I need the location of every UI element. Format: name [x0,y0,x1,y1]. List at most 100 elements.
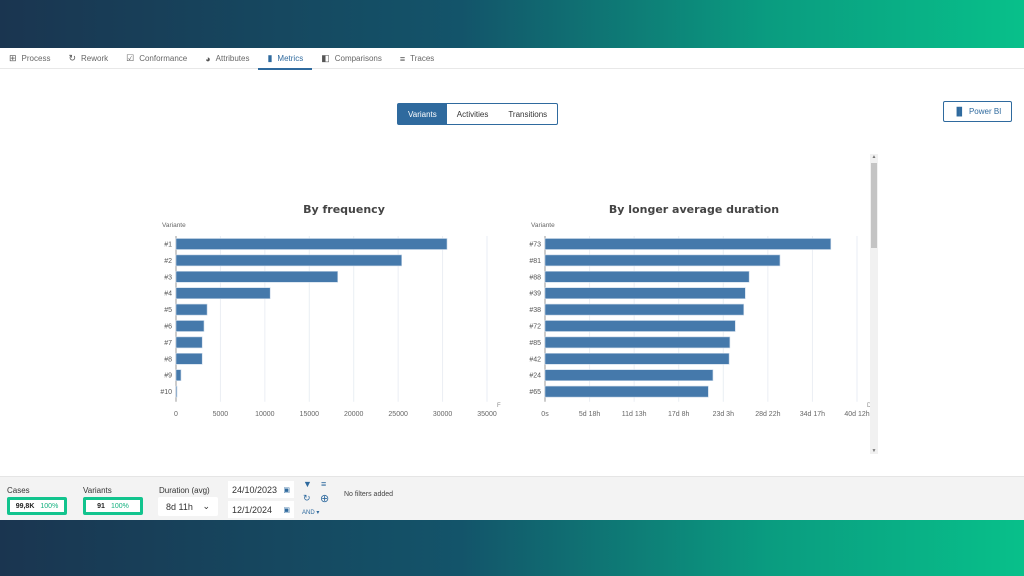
summary-bar: Cases 99,8K 100% Variants 91 100% Durati… [0,476,1024,520]
bar [544,336,731,349]
bar-chart-icon: ▮ [267,53,273,63]
rework-icon: ↻ [68,53,76,63]
reset-icon[interactable]: ↻ [303,493,311,503]
process-icon: ⊞ [9,53,17,63]
tab-process[interactable]: ⊞ Process [0,48,59,69]
variants-percent: 100% [110,502,129,510]
tab-label: Process [21,54,51,63]
y-tick-label: #81 [529,258,541,265]
bar [175,303,208,316]
bar [175,238,448,250]
scroll-up-arrow-icon[interactable]: ▲ [871,154,877,160]
cases-percent: 100% [40,502,59,510]
y-tick-label: #7 [164,340,172,347]
x-tick-label: 23d 3h [713,411,735,418]
logic-dropdown[interactable]: AND ▾ [302,510,320,516]
filter-icon[interactable]: ▼ [303,479,312,489]
power-bi-label: Power BI [968,107,1002,116]
tab-metrics[interactable]: ▮ Metrics [258,48,312,70]
x-tick-label: 40d 12h [844,411,869,418]
y-tick-label: #2 [164,258,172,265]
bar [175,320,205,332]
calendar-icon[interactable]: ▣ [283,486,290,494]
variants-kpi: Variants 91 100% [83,486,143,515]
app-window: ⊞ Process ↻ Rework ☑ Conformance ◕ Attributes ▮ M… [0,48,1024,520]
y-axis-label: Variante [162,222,186,229]
bar [544,320,736,332]
bar [175,385,178,398]
bar [544,287,746,299]
y-tick-label: #3 [164,274,172,281]
chart-title: By frequency [303,203,385,216]
scrollbar-thumb[interactable] [871,163,877,248]
y-tick-label: #85 [529,340,541,347]
duration-value: 8d 11h [166,501,193,512]
y-tick-label: #24 [529,373,541,380]
scrollbar[interactable]: ▲ ▼ [870,154,878,454]
bar [544,254,781,267]
duration-dropdown[interactable]: 8d 11h ⌄ [158,497,218,516]
tab-conformance[interactable]: ☑ Conformance [117,48,196,69]
tab-label: Metrics [277,54,304,63]
power-bi-button[interactable]: ▐▌ Power BI [943,101,1012,122]
x-axis-label: F [497,403,501,409]
pie-icon: ◕ [205,53,211,64]
date-from-field[interactable]: 24/10/2023 ▣ [228,481,294,498]
tab-label: Conformance [139,54,188,63]
view-segmented-control: Variants Activities Transitions [397,103,559,125]
tab-traces[interactable]: ≡ Traces [391,48,443,69]
comparisons-icon: ◧ [321,53,330,63]
calendar-icon[interactable]: ▣ [283,506,290,514]
y-axis-label: Variante [531,222,555,229]
conformance-icon: ☑ [126,53,135,63]
charts-canvas: By frequency Variante 0 5000 10000 15000 20000… [160,203,872,418]
y-tick-label: #73 [529,242,541,249]
segment-activities[interactable]: Activities [456,109,489,119]
tab-bar: ⊞ Process ↻ Rework ☑ Conformance ◕ Attributes ▮ M… [0,48,1024,70]
tab-rework[interactable]: ↻ Rework [59,48,117,69]
tab-label: Traces [410,54,435,63]
cases-label: Cases [7,486,30,495]
tab-label: Attributes [215,54,250,63]
add-filter-icon[interactable]: ⊕ [320,493,330,505]
y-tick-label: #1 [164,242,172,249]
x-tick-label: 15000 [300,411,320,418]
x-tick-label: 0s [541,411,549,418]
x-tick-label: 17d 8h [668,411,690,418]
bar [544,238,832,250]
bar [175,336,203,349]
y-tick-label: #38 [529,307,541,314]
bar [175,369,182,381]
chevron-down-icon: ⌄ [202,501,210,511]
date-to-value: 12/1/2024 [232,504,273,515]
logic-value: AND [302,510,315,516]
bar [175,353,203,365]
variants-label: Variants [83,486,112,495]
x-tick-label: 5000 [213,411,229,418]
bar [544,303,745,316]
x-tick-label: 10000 [255,411,275,418]
x-tick-label: 30000 [433,411,453,418]
y-tick-label: #88 [529,274,541,281]
decorative-footer-band [0,520,1024,576]
segment-variants[interactable]: Variants [398,104,447,124]
bar [175,271,339,283]
y-tick-label: #8 [164,356,172,363]
y-tick-label: #9 [164,373,172,380]
chart-title: By longer average duration [609,203,779,216]
tab-attributes[interactable]: ◕ Attributes [196,48,258,69]
y-tick-label: #4 [164,291,172,298]
list-icon[interactable]: ≡ [321,479,327,489]
y-tick-label: #65 [529,389,541,396]
date-to-field[interactable]: 12/1/2024 ▣ [228,501,294,518]
y-tick-label: #10 [160,389,172,396]
y-tick-label: #42 [529,356,541,363]
x-tick-label: 25000 [388,411,408,418]
bar [544,271,750,283]
tab-comparisons[interactable]: ◧ Comparisons [312,48,391,69]
scroll-down-arrow-icon[interactable]: ▼ [871,448,877,454]
bar [175,254,402,267]
bar [175,287,271,299]
segment-transitions[interactable]: Transitions [508,109,548,119]
x-tick-label: 0 [174,411,178,418]
